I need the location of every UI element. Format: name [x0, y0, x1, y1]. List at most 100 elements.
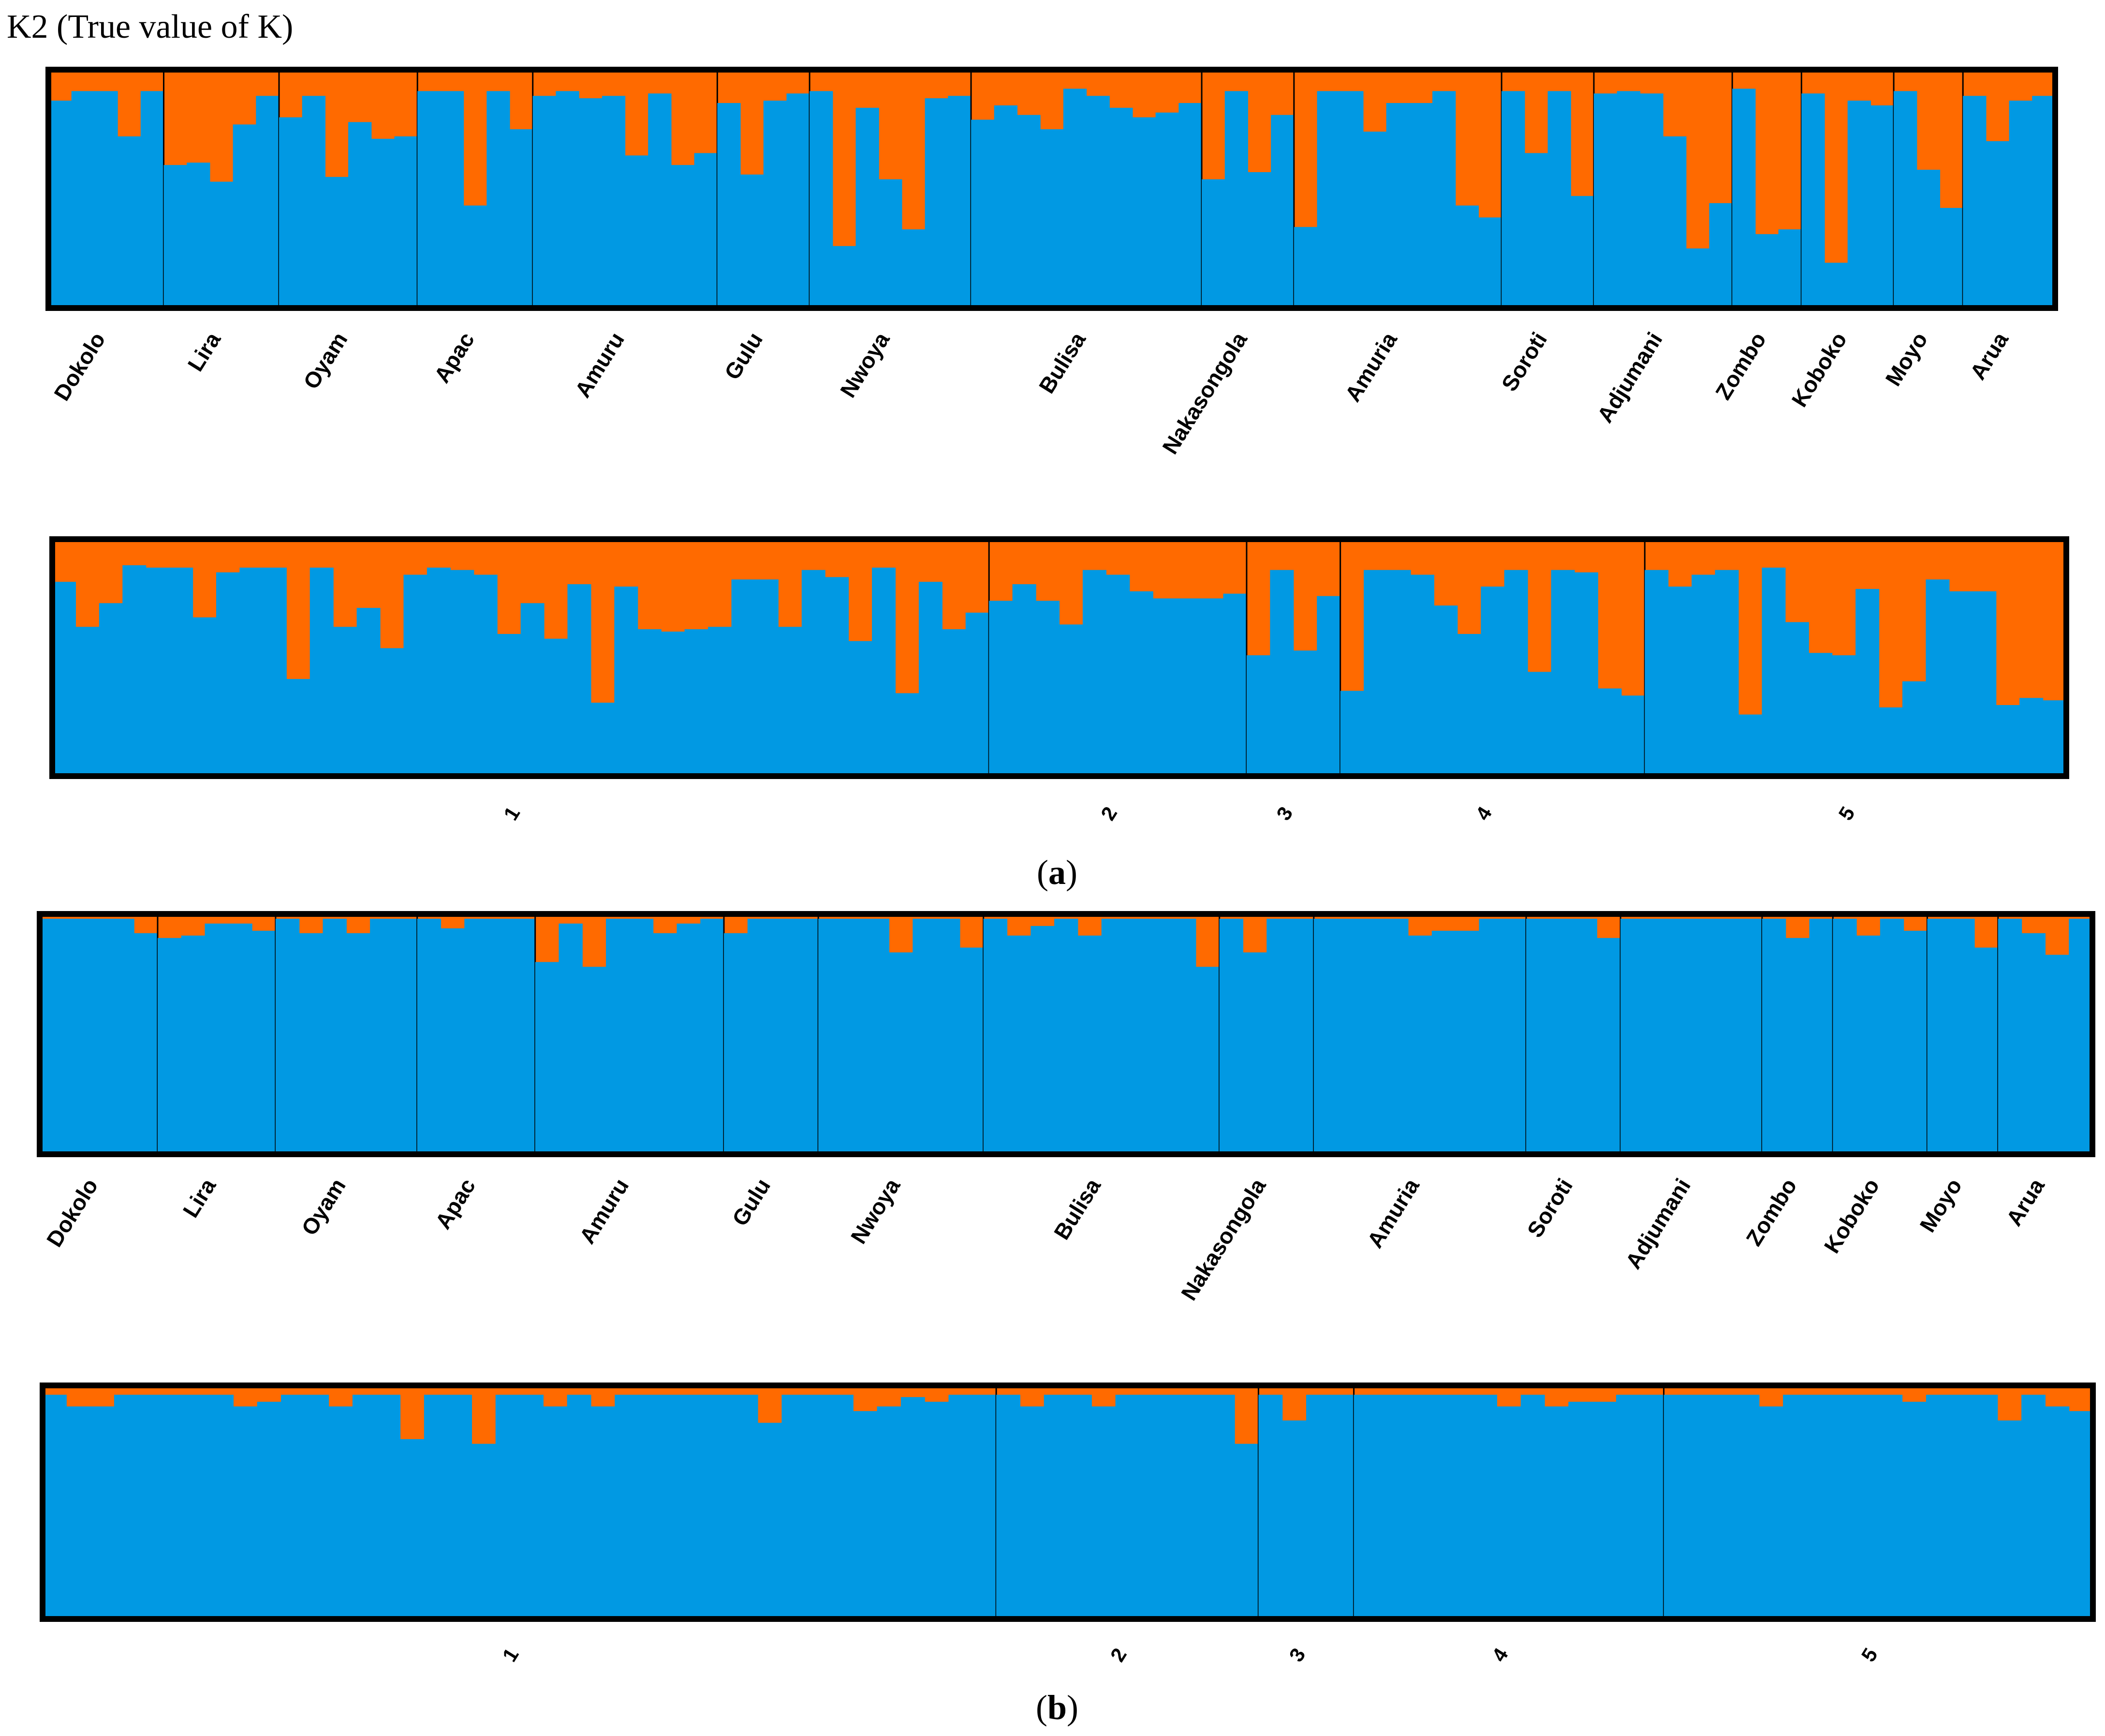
individual-bar	[1408, 935, 1432, 1154]
caption-a-letter: a	[1048, 853, 1066, 892]
group-label: 4	[1487, 1644, 1513, 1665]
individual-bar	[1364, 570, 1388, 776]
individual-bar	[795, 918, 819, 1154]
individual-bar	[1223, 593, 1247, 776]
individual-bar	[1109, 107, 1133, 308]
group-label: Nwoya	[846, 1174, 905, 1248]
individual-bar	[1219, 918, 1244, 1154]
individual-bar	[1709, 203, 1733, 308]
individual-bar	[1879, 707, 1903, 776]
individual-bar	[1330, 1395, 1354, 1619]
individual-bar	[1762, 567, 1786, 776]
individual-bar	[1830, 1395, 1855, 1619]
individual-bar	[2021, 933, 2046, 1154]
individual-bar	[99, 603, 123, 776]
group-label: Apac	[429, 328, 479, 387]
individual-bar	[1101, 918, 1126, 1154]
individual-bar	[2019, 698, 2044, 776]
individual-bar	[1801, 93, 1825, 309]
individual-bar	[1668, 587, 1692, 776]
individual-bar	[1951, 918, 1975, 1154]
group-label: Nakasongola	[1176, 1174, 1271, 1305]
individual-bar	[118, 136, 141, 308]
group-label: Arua	[1965, 327, 2013, 384]
individual-bar	[810, 91, 833, 308]
individual-bar	[1246, 655, 1270, 776]
individual-bar	[879, 179, 902, 308]
individual-bar	[1663, 136, 1687, 308]
individual-bar	[1738, 714, 1763, 776]
individual-bar	[615, 1395, 639, 1619]
individual-bar	[1902, 1401, 1927, 1619]
individual-bar	[122, 565, 147, 776]
individual-bar	[66, 1406, 91, 1619]
individual-bar	[323, 918, 347, 1154]
individual-bar	[1692, 574, 1716, 776]
individual-bar	[694, 153, 718, 308]
individual-bar	[602, 96, 626, 309]
individual-bar	[328, 1406, 353, 1619]
individual-bar	[71, 91, 95, 308]
individual-bar	[781, 1395, 806, 1619]
individual-bar	[2045, 1406, 2070, 1619]
individual-bar	[1997, 1420, 2022, 1619]
individual-bar	[1762, 918, 1786, 1154]
individual-bar	[1306, 1395, 1330, 1619]
group-label: Amuria	[1340, 327, 1402, 406]
individual-bar	[403, 574, 427, 776]
individual-bar	[1202, 179, 1225, 308]
individual-bar	[662, 1395, 687, 1619]
individual-bar	[424, 1395, 448, 1619]
individual-bar	[1785, 622, 1809, 776]
individual-bar	[700, 918, 724, 1154]
individual-bar	[925, 1401, 949, 1619]
individual-bar	[1068, 1395, 1092, 1619]
individual-bar	[471, 1443, 496, 1619]
individual-bar	[302, 96, 326, 309]
individual-bar	[239, 567, 264, 776]
individual-bar	[1086, 96, 1110, 309]
individual-bar	[758, 1423, 782, 1619]
individual-bar	[1106, 574, 1130, 776]
individual-bar	[1528, 672, 1552, 776]
group-label: Zombo	[1741, 1174, 1801, 1251]
individual-bar	[925, 98, 948, 308]
individual-bar	[1551, 570, 1575, 776]
individual-bar	[43, 1395, 67, 1619]
group-label: 5	[1857, 1644, 1882, 1666]
individual-bar	[1855, 588, 1880, 776]
individual-bar	[535, 962, 559, 1154]
group-label: Nwoya	[835, 327, 895, 402]
individual-bar	[1248, 172, 1271, 308]
individual-bar	[325, 177, 349, 308]
individual-bar	[393, 918, 418, 1154]
individual-bar	[1337, 918, 1362, 1154]
individual-bar	[1200, 598, 1224, 776]
individual-bar	[205, 923, 229, 1154]
individual-bar	[1449, 1395, 1473, 1619]
individual-bar	[1715, 570, 1739, 776]
group-label: Gulu	[727, 1174, 775, 1230]
individual-bar	[1856, 935, 1881, 1154]
individual-bar	[1593, 93, 1618, 309]
individual-bar	[1457, 634, 1481, 776]
individual-bar	[2009, 101, 2032, 308]
individual-bar	[1598, 688, 1622, 776]
individual-bar	[556, 91, 579, 308]
individual-bar	[90, 1406, 115, 1619]
individual-bar	[936, 918, 960, 1154]
individual-bar	[1902, 681, 1927, 776]
group-label: Amuru	[570, 328, 629, 402]
caption-a: (a)	[1037, 853, 1077, 892]
individual-bar	[110, 918, 134, 1154]
individual-bar	[1077, 935, 1102, 1154]
individual-bar	[495, 1395, 520, 1619]
individual-bar	[187, 162, 210, 308]
individual-bar	[1384, 918, 1409, 1154]
individual-bar	[1409, 103, 1433, 308]
individual-bar	[448, 1395, 472, 1619]
individual-bar	[948, 1395, 973, 1619]
individual-bar	[400, 1439, 425, 1619]
individual-bar	[1363, 132, 1387, 308]
individual-bar	[473, 574, 498, 776]
